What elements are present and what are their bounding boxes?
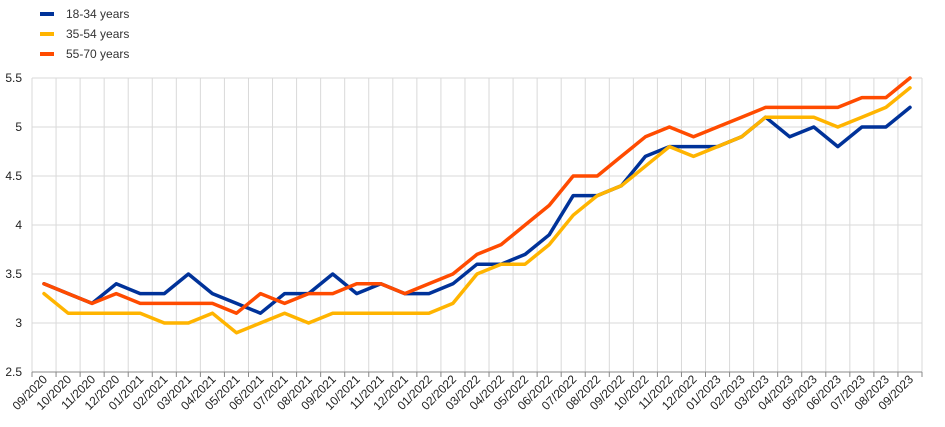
grid	[31, 77, 923, 373]
y-tick-label: 3.5	[5, 267, 22, 281]
legend-item: 35-54 years	[40, 24, 129, 44]
y-tick-label: 4	[15, 218, 22, 232]
y-tick-label: 5.5	[5, 71, 22, 85]
y-tick-labels: 2.5 3 3.5 4 4.5 5 5.5	[5, 71, 22, 379]
series-line-55-70-years	[42, 76, 912, 315]
y-tick-label: 5	[15, 120, 22, 134]
x-tick-labels: 09/202010/202011/202012/202001/202102/20…	[10, 372, 917, 413]
legend-label: 35-54 years	[66, 27, 130, 41]
legend-swatch	[40, 52, 54, 56]
legend: 18-34 years 35-54 years 55-70 years	[40, 4, 129, 64]
axes	[31, 371, 923, 377]
y-tick-label: 4.5	[5, 169, 22, 183]
legend-item: 18-34 years	[40, 4, 129, 24]
legend-item: 55-70 years	[40, 44, 129, 64]
series-line-35-54-years	[42, 86, 912, 335]
legend-label: 18-34 years	[66, 7, 130, 21]
legend-swatch	[40, 32, 54, 36]
y-tick-label: 3	[15, 316, 22, 330]
series-line-18-34-years	[42, 105, 912, 315]
y-tick-label: 2.5	[5, 365, 22, 379]
legend-swatch	[40, 12, 54, 16]
legend-label: 55-70 years	[66, 47, 130, 61]
series-lines	[42, 76, 912, 335]
